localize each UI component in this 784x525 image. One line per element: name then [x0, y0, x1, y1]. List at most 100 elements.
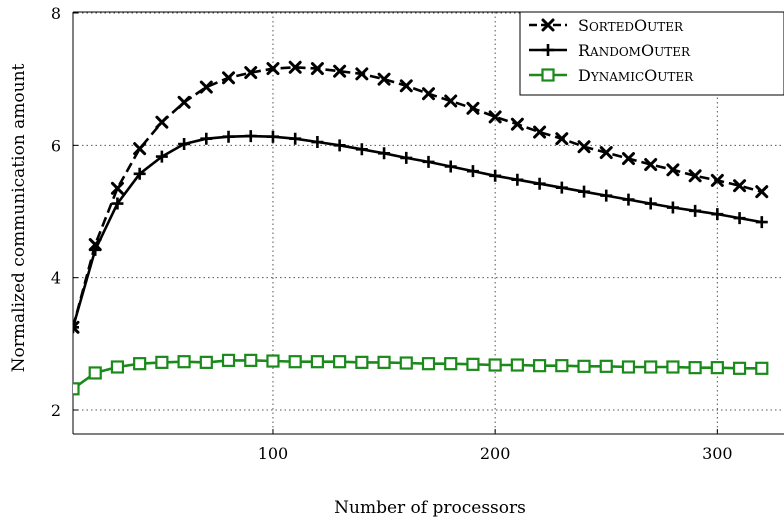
data-point [644, 158, 658, 172]
series-line [73, 359, 762, 390]
data-point [200, 132, 213, 145]
y-axis-title: Normalized communication amount [9, 63, 29, 372]
legend-entry: SORTEDOUTER [529, 16, 684, 35]
series-layer [73, 60, 769, 396]
data-point [378, 147, 391, 160]
data-point [422, 155, 435, 168]
data-point [110, 360, 125, 374]
data-point [466, 165, 479, 178]
data-point [333, 355, 347, 369]
data-point [133, 167, 146, 180]
data-point [133, 357, 147, 371]
data-point [733, 179, 747, 193]
data-point [622, 193, 635, 206]
data-point [73, 382, 80, 396]
data-point [489, 169, 502, 182]
data-point [577, 140, 591, 154]
data-point [666, 163, 680, 177]
data-point [488, 358, 502, 372]
legend-entry: RANDOMOUTER [529, 41, 691, 60]
data-point [510, 117, 524, 131]
data-point [710, 361, 724, 375]
data-point [89, 243, 102, 256]
data-point [311, 136, 324, 149]
legend-marker [541, 68, 555, 82]
x-axis-title: Number of processors [334, 498, 526, 518]
data-point [199, 80, 213, 94]
data-point [244, 353, 258, 367]
data-point [355, 355, 369, 369]
tick-layer: 100 200 300 2 4 6 8 [51, 4, 733, 463]
data-point [711, 208, 724, 221]
data-point [532, 359, 547, 373]
data-point [88, 366, 102, 380]
data-point [377, 72, 391, 86]
data-point [644, 360, 658, 374]
data-point [110, 181, 124, 195]
y-tick-label: 6 [51, 136, 61, 155]
data-point [444, 160, 457, 173]
data-point [310, 355, 325, 369]
legend-entry: DYNAMICOUTER [529, 66, 694, 85]
data-point [333, 139, 346, 152]
data-point [155, 115, 169, 129]
data-point [599, 146, 613, 160]
data-point [577, 359, 591, 373]
data-point [266, 354, 280, 368]
data-point [310, 62, 324, 76]
data-point [288, 60, 302, 74]
data-point [222, 71, 236, 85]
x-tick-label: 200 [480, 444, 511, 463]
data-point [266, 130, 279, 143]
data-point [444, 357, 458, 371]
y-tick-label: 4 [51, 269, 61, 288]
data-point [688, 169, 702, 183]
data-point [688, 361, 702, 375]
data-point [511, 173, 524, 186]
data-point [222, 130, 235, 143]
data-point [733, 212, 746, 225]
data-point [689, 204, 702, 217]
data-point [666, 201, 679, 214]
data-point [289, 132, 302, 145]
data-point [644, 197, 657, 210]
data-point [399, 79, 413, 93]
data-point [288, 355, 302, 369]
data-point [621, 152, 635, 166]
y-tick-label: 8 [51, 4, 61, 23]
legend-label: SORTEDOUTER [578, 16, 684, 35]
data-point [555, 132, 569, 146]
data-point [533, 125, 547, 139]
data-point [155, 150, 168, 163]
data-point [244, 66, 258, 80]
data-point [244, 130, 257, 143]
data-point [466, 101, 480, 115]
data-point [600, 189, 613, 202]
data-point [755, 216, 768, 229]
data-point [555, 181, 568, 194]
data-point [578, 185, 591, 198]
series-dynamicouter [73, 353, 769, 396]
data-point [177, 95, 191, 109]
data-point [510, 358, 524, 372]
data-point [621, 360, 636, 374]
data-point [178, 138, 191, 151]
series-sortedouter [73, 60, 769, 334]
data-point [355, 143, 368, 156]
data-point [155, 355, 169, 369]
data-point [422, 87, 435, 101]
data-point [599, 359, 613, 373]
data-point [377, 355, 391, 369]
data-point [755, 361, 769, 375]
legend-label: DYNAMICOUTER [578, 66, 694, 85]
data-point [73, 321, 79, 334]
legend-marker [541, 18, 555, 32]
data-point [333, 64, 347, 78]
data-point [399, 356, 413, 370]
data-point [199, 355, 213, 369]
data-point [555, 359, 569, 373]
legend-box [519, 11, 784, 96]
data-point [488, 110, 502, 124]
series-randomouter [73, 130, 768, 334]
y-tick-label: 2 [51, 401, 61, 420]
